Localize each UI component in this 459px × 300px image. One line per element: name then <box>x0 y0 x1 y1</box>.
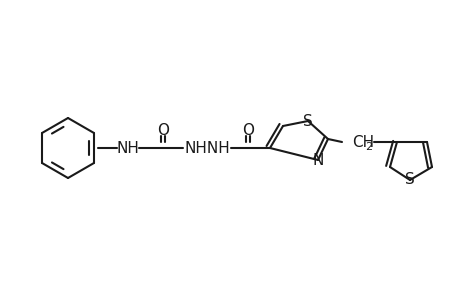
Text: CH: CH <box>351 134 373 149</box>
Text: O: O <box>241 122 253 137</box>
Text: O: O <box>157 122 168 137</box>
Text: NH: NH <box>116 140 139 155</box>
Text: 2: 2 <box>364 142 372 152</box>
Text: S: S <box>404 172 414 188</box>
Text: S: S <box>302 113 312 128</box>
Text: N: N <box>312 152 323 167</box>
Text: NHNH: NHNH <box>184 140 230 155</box>
